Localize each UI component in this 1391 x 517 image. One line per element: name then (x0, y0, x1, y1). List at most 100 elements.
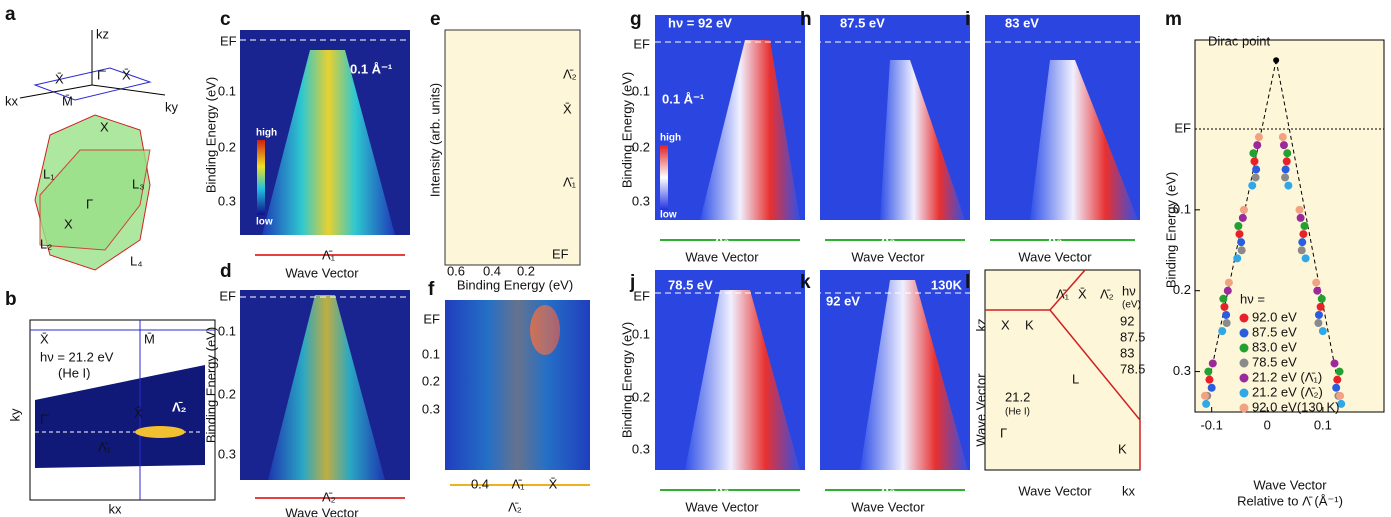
label: kx (109, 501, 123, 516)
label: (He I) (1005, 407, 1030, 418)
label: 0.1 Å⁻¹ (662, 91, 704, 106)
label: Λ̄₂ (508, 499, 522, 514)
point (1312, 278, 1321, 287)
point (1218, 327, 1227, 336)
label: X̄ (134, 405, 143, 420)
point (1299, 230, 1308, 239)
plot-area (1194, 39, 1385, 413)
x-tick-label: 0.1 (1314, 417, 1332, 432)
point (1202, 399, 1211, 408)
label: low (256, 217, 273, 228)
label: hν = 92 eV (668, 15, 732, 30)
point (1297, 246, 1306, 255)
annotation: Dirac point (1208, 34, 1271, 49)
point (1251, 173, 1260, 182)
label: 92 eV (826, 293, 860, 308)
label: high (256, 128, 277, 139)
label: Wave Vector (1018, 249, 1092, 264)
label: (eV) (1122, 300, 1141, 311)
label: L₄ (130, 253, 143, 268)
label: K (1118, 441, 1127, 456)
point (1220, 302, 1229, 311)
x-axis-title: Wave Vector (1253, 477, 1327, 492)
panel-b-drawing (29, 319, 216, 501)
point (1335, 367, 1344, 376)
label: X (1001, 317, 1010, 332)
label: kx (1122, 483, 1136, 498)
label: b (5, 289, 17, 310)
label: Λ̄₁ (322, 247, 336, 262)
label: Γ (1000, 425, 1007, 440)
legend-label: 21.2 eV (Λ̄₁) (1252, 369, 1322, 384)
label: Λ̄₂ (881, 231, 896, 246)
label: X̄ (1078, 286, 1087, 301)
label: 0.1 (632, 83, 650, 98)
legend-label: 78.5 eV (1252, 354, 1297, 369)
label: X̄ (549, 476, 558, 491)
label: Binding Energy (eV) (457, 277, 573, 292)
label: kz (96, 26, 109, 41)
point (1283, 149, 1292, 158)
label: X (64, 216, 73, 231)
legend-title: hν = (1240, 291, 1265, 306)
label: 0.2 (517, 263, 535, 278)
label: low (660, 210, 677, 221)
label: 87.5 eV (840, 15, 885, 30)
dirac-point (1273, 57, 1280, 64)
label: EF (633, 36, 650, 51)
point (1278, 133, 1287, 142)
legend-marker (1239, 403, 1249, 413)
label: l (965, 272, 970, 293)
label: 78.5 (1120, 361, 1145, 376)
label: 0.6 (447, 263, 465, 278)
reference-label: EF (1174, 120, 1191, 135)
point (1224, 278, 1233, 287)
point (1316, 302, 1325, 311)
label: 0.3 (422, 401, 440, 416)
point (1281, 165, 1290, 174)
chart-m: -0.1 0 0.1 0.1 0.2 0.3 Binding Energy (eV) Wave… (1163, 34, 1385, 508)
label: Λ̄₂ (172, 399, 187, 414)
label: c (220, 9, 231, 30)
label: EF (552, 246, 569, 261)
legend-marker (1239, 358, 1249, 368)
point (1208, 359, 1217, 368)
label: kx (5, 93, 19, 108)
image-panels (240, 15, 1141, 499)
label: 0.2 (632, 139, 650, 154)
label: 83 eV (1005, 15, 1039, 30)
label: Γ (86, 196, 93, 211)
point (1237, 246, 1246, 255)
label: Wave Vector (973, 373, 988, 447)
point (1330, 359, 1339, 368)
point (1282, 157, 1291, 166)
point (1238, 213, 1247, 222)
label: Γ̄ (97, 67, 106, 82)
label: 0.3 (632, 193, 650, 208)
label: EF (423, 311, 440, 326)
legend-marker (1239, 373, 1249, 383)
label: L₃ (132, 176, 145, 191)
legend-marker (1239, 313, 1249, 323)
label: Wave Vector (851, 499, 925, 514)
label: 0.1 Å⁻¹ (350, 61, 392, 76)
point (1337, 399, 1346, 408)
extrapolation (1275, 60, 1338, 380)
label: L (1072, 371, 1079, 386)
label: ky (165, 99, 179, 114)
label: Λ̄₂ (715, 231, 730, 246)
point (1333, 375, 1342, 384)
label: 87.5 (1120, 329, 1145, 344)
label: Λ̄₁ (1056, 286, 1070, 301)
label: 0.4 (483, 263, 501, 278)
label: EF (633, 288, 650, 303)
point (1298, 238, 1307, 247)
label: 0.1 (218, 83, 236, 98)
label: L₁ (43, 166, 55, 181)
label: (He I) (58, 365, 91, 380)
label: Λ̄₁ (511, 476, 525, 491)
point (1318, 327, 1327, 336)
point (1201, 391, 1210, 400)
label: M̄ (144, 331, 155, 346)
label: X̄ (55, 71, 64, 86)
